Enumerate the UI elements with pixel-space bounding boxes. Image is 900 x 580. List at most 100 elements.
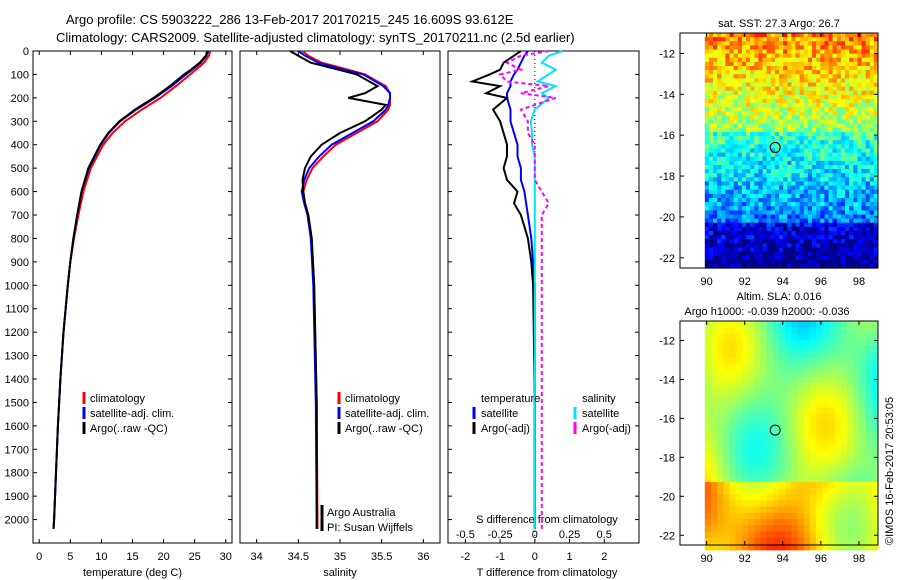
map-cell [729, 395, 737, 402]
map-cell [840, 389, 848, 396]
map-cell [873, 127, 879, 133]
map-cell [762, 115, 768, 121]
map-cell [807, 185, 813, 191]
map-cell [812, 74, 817, 79]
map-cell [758, 33, 763, 38]
map-cell [733, 119, 739, 125]
map-cell [869, 156, 875, 162]
map-cell [803, 107, 809, 112]
map-cell [873, 74, 879, 79]
map-cell [828, 333, 836, 341]
map-cell [840, 457, 848, 464]
map-cell [779, 450, 786, 458]
map-cell [783, 90, 788, 96]
map-cell [723, 450, 730, 458]
x-tick-label: 92 [739, 553, 751, 565]
map-cell [750, 264, 755, 269]
map-cell [733, 210, 739, 215]
map-cell [853, 247, 858, 253]
map-cell [853, 78, 858, 83]
map-cell [774, 206, 780, 211]
map-cell [832, 189, 838, 195]
map-cell [797, 364, 805, 371]
map-cell [865, 61, 871, 67]
map-cell [760, 525, 768, 532]
map-cell [809, 475, 817, 483]
map-cell [816, 94, 821, 100]
map-cell [748, 481, 755, 489]
map-cell [797, 333, 805, 341]
map-cell [828, 481, 836, 489]
map-cell [754, 239, 759, 244]
map-cell [795, 185, 801, 191]
map-cell [799, 193, 805, 199]
map-cell [713, 33, 718, 38]
map-cell [783, 160, 788, 166]
map-cell [832, 82, 838, 88]
map-cell [799, 49, 805, 55]
map-cell [774, 115, 780, 121]
map-cell [713, 99, 718, 104]
map-cell [836, 86, 842, 92]
map-cell [832, 148, 838, 154]
map-cell [733, 235, 739, 240]
map-cell [708, 74, 714, 79]
map-cell [824, 226, 829, 232]
map-cell [791, 177, 796, 182]
map-cell [873, 264, 879, 269]
map-cell [832, 243, 838, 248]
map-cell [847, 327, 854, 334]
map-cell [783, 132, 788, 137]
legend-label: satellite-adj. clim. [90, 408, 174, 420]
map-cell [772, 500, 780, 508]
map-cell [733, 189, 739, 195]
map-cell [836, 202, 842, 207]
map-cell [725, 259, 730, 265]
map-cell [807, 193, 813, 199]
map-cell [708, 119, 714, 125]
map-cell [762, 152, 768, 158]
map-cell [750, 152, 755, 158]
map-cell [741, 94, 747, 100]
map-cell [832, 181, 838, 187]
map-cell [741, 202, 747, 207]
map-cell [869, 37, 875, 42]
map-cell [791, 136, 796, 141]
map-cell [750, 53, 755, 59]
map-cell [750, 86, 755, 92]
map-cell [729, 202, 735, 207]
map-cell [737, 82, 743, 88]
map-cell [812, 90, 817, 96]
map-cell [737, 222, 743, 228]
map-cell [816, 132, 821, 137]
map-cell [762, 181, 768, 187]
map-cell [787, 152, 792, 158]
map-cell [816, 173, 821, 178]
map-cell [708, 152, 714, 158]
map-cell [809, 395, 817, 402]
map-cell [816, 512, 823, 520]
map-cell [737, 74, 743, 79]
map-cell [762, 136, 768, 141]
map-cell [820, 132, 825, 137]
map-cell [774, 99, 780, 104]
map-cell [859, 420, 867, 427]
map-cell [828, 506, 836, 514]
map-cell [704, 426, 712, 433]
map-cell [791, 488, 799, 495]
map-cell [785, 358, 792, 365]
map-cell [816, 74, 821, 79]
map-cell [766, 206, 772, 211]
map-cell [873, 33, 879, 38]
map-cell [762, 132, 768, 137]
map-cell [708, 90, 714, 96]
map-cell [772, 494, 780, 501]
map-cell [861, 231, 867, 236]
map-cell [807, 53, 813, 59]
map-cell [729, 185, 735, 191]
map-cell [708, 206, 714, 211]
map-cell [766, 475, 774, 483]
map-cell [717, 251, 722, 257]
map-cell [859, 488, 867, 495]
map-cell [871, 376, 879, 384]
